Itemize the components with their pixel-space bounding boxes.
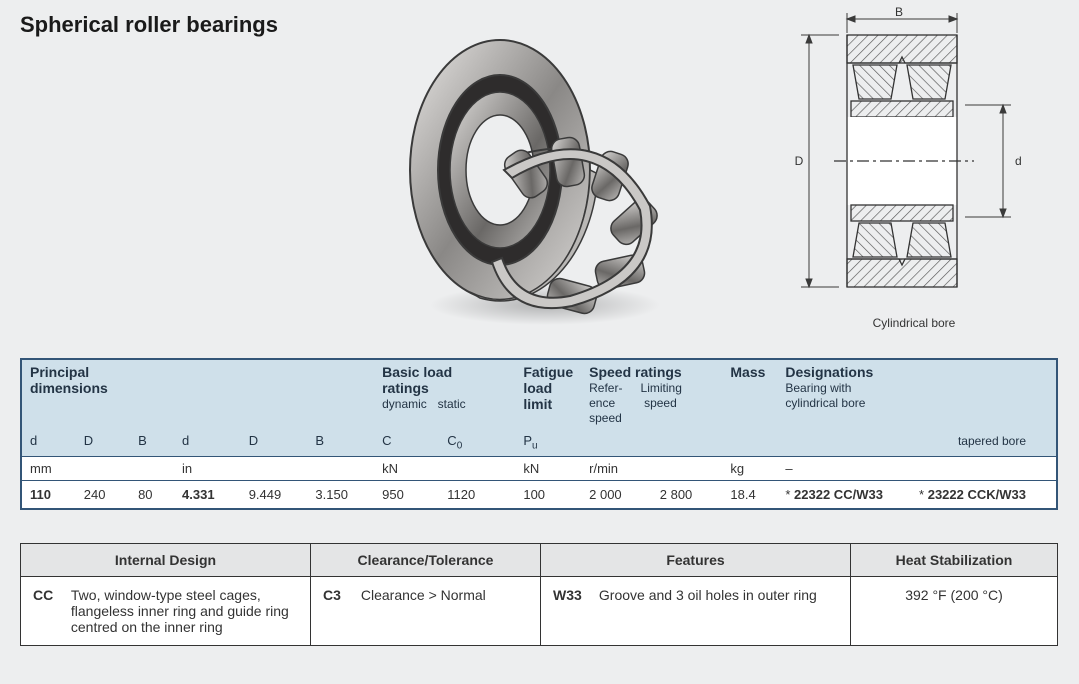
svg-text:B: B	[895, 5, 903, 19]
cross-section-diagram: B D d Cyli	[779, 5, 1049, 330]
unit-kg: kg	[722, 456, 777, 480]
unit-kN2: kN	[515, 456, 581, 480]
val-lim-speed: 2 800	[652, 480, 723, 509]
hdr-principal: Principal dimensions	[30, 364, 108, 396]
col-C0: C0	[439, 429, 515, 456]
unit-dash: –	[777, 456, 1057, 480]
col-D-mm: D	[76, 429, 130, 456]
col-B-mm: B	[130, 429, 174, 456]
val-D-mm: 240	[76, 480, 130, 509]
col-B-in: B	[307, 429, 374, 456]
val-D-in: 9.449	[241, 480, 308, 509]
val-d-mm: 110	[21, 480, 76, 509]
cell-clearance: C3 Clearance > Normal	[311, 577, 541, 646]
col-d-in: d	[174, 429, 241, 456]
val-desig-tap: * 23222 CCK/W33	[911, 480, 1057, 509]
cell-features: W33 Groove and 3 oil holes in outer ring	[541, 577, 851, 646]
col-d-mm: d	[21, 429, 76, 456]
hdr-speed: Speed ratings	[589, 364, 682, 380]
val-desig-cyl: * 22322 CC/W33	[777, 480, 911, 509]
col-C: C	[374, 429, 439, 456]
details-table: Internal Design Clearance/Tolerance Feat…	[20, 543, 1058, 646]
val-B-in: 3.150	[307, 480, 374, 509]
hdr-mass: Mass	[730, 364, 765, 380]
hdr-designations: Designations	[785, 364, 873, 380]
dimensions-table: Principal dimensions Basic load ratings …	[20, 358, 1058, 510]
val-C: 950	[374, 480, 439, 509]
hdr-fatigue: Fatigue	[523, 364, 573, 380]
unit-mm: mm	[21, 456, 174, 480]
bearing-3d-illustration	[400, 15, 680, 335]
hdr-features: Features	[541, 544, 851, 577]
svg-text:D: D	[795, 154, 804, 168]
cell-internal: CC Two, window-type steel cages, flangel…	[21, 577, 311, 646]
page-title: Spherical roller bearings	[20, 12, 278, 38]
val-mass: 18.4	[722, 480, 777, 509]
val-ref-speed: 2 000	[581, 480, 652, 509]
hdr-clearance: Clearance/Tolerance	[311, 544, 541, 577]
unit-rmin: r/min	[581, 456, 722, 480]
hdr-basic-load: Basic load	[382, 364, 452, 380]
col-Pu: Pu	[515, 429, 581, 456]
svg-text:d: d	[1015, 154, 1022, 168]
table-row: 110 240 80 4.331 9.449 3.150 950 1120 10…	[21, 480, 1057, 509]
unit-kN: kN	[374, 456, 515, 480]
val-Pu: 100	[515, 480, 581, 509]
cross-section-caption: Cylindrical bore	[779, 316, 1049, 330]
col-D-in: D	[241, 429, 308, 456]
hdr-heat: Heat Stabilization	[851, 544, 1058, 577]
hdr-internal-design: Internal Design	[21, 544, 311, 577]
unit-in: in	[174, 456, 374, 480]
val-C0: 1120	[439, 480, 515, 509]
val-B-mm: 80	[130, 480, 174, 509]
cell-heat: 392 °F (200 °C)	[851, 577, 1058, 646]
val-d-in: 4.331	[174, 480, 241, 509]
